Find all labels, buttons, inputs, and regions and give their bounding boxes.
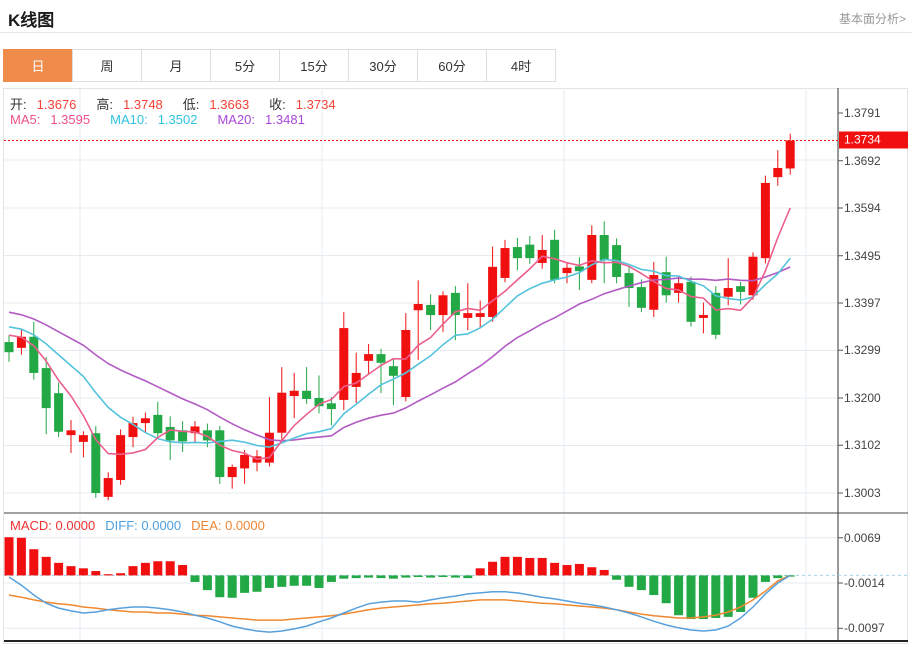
ma-lines [8,207,791,460]
macd-axis-label: -0.0097 [844,621,885,636]
tab-4hour[interactable]: 4时 [486,49,556,82]
price-axis-label: 1.3003 [844,485,881,500]
fundamental-analysis-link[interactable]: 基本面分析> [838,12,906,26]
current-price-tag: 1.3734 [839,131,908,149]
price-axis-label: 1.3200 [844,390,881,405]
tab-month[interactable]: 月 [141,49,211,82]
price-axis-label: 1.3397 [844,295,881,310]
price-axis-label: 1.3791 [844,106,881,120]
gridlines [4,88,838,641]
ohlc-legend: 开: 1.3676 高: 1.3748 低: 1.3663 收: 1.3734 [10,94,356,113]
macd-lines [8,574,791,633]
chart-box [3,88,908,644]
tab-30min[interactable]: 30分 [348,49,418,82]
price-axis-label: 1.3692 [844,153,881,168]
ma20-line [8,266,791,442]
ma-item-0: MA5: 1.3595 [10,112,91,127]
macd-item-0: MACD: 0.0000 [10,518,96,533]
tab-week[interactable]: 周 [72,49,142,82]
ohlc-item-1: 高: 1.3748 [96,97,163,112]
tab-5min[interactable]: 5分 [210,49,280,82]
macd-item-1: DIFF: 0.0000 [105,518,182,533]
macd-item-2: DEA: 0.0000 [191,518,265,533]
tab-60min[interactable]: 60分 [417,49,487,82]
price-axis-label: 1.3299 [844,343,881,358]
ohlc-item-0: 开: 1.3676 [10,97,77,112]
ohlc-item-2: 低: 1.3663 [182,97,250,112]
title-divider [0,32,912,33]
ma5-line [8,207,791,460]
ohlc-item-3: 收: 1.3734 [269,97,336,112]
macd-axis-label: 0.0069 [844,530,881,545]
price-axis-label: 1.3102 [844,438,881,453]
ma10-line [8,257,791,448]
price-axis-label: 1.3495 [844,248,881,263]
ma-item-1: MA10: 1.3502 [110,112,198,127]
macd-axis-label: -0.0014 [844,576,885,591]
tab-day[interactable]: 日 [3,49,73,82]
price-axis-label: 1.3594 [844,200,881,215]
dea-line [8,574,791,621]
diff-line [8,574,791,633]
ma-item-2: MA20: 1.3481 [217,112,305,127]
page-title: K线图 [8,11,55,30]
candlestick-series [4,133,795,501]
axis-frame [4,88,908,642]
macd-legend: MACD: 0.0000 DIFF: 0.0000 DEA: 0.0000 [10,518,275,533]
macd-histogram [4,537,795,620]
interval-tabbar: 日周月 5分 15分 30分 60分 4时 [3,49,556,82]
tab-15min[interactable]: 15分 [279,49,349,82]
ma-legend: MA5: 1.3595 MA10: 1.3502 MA20: 1.3481 [10,112,325,127]
